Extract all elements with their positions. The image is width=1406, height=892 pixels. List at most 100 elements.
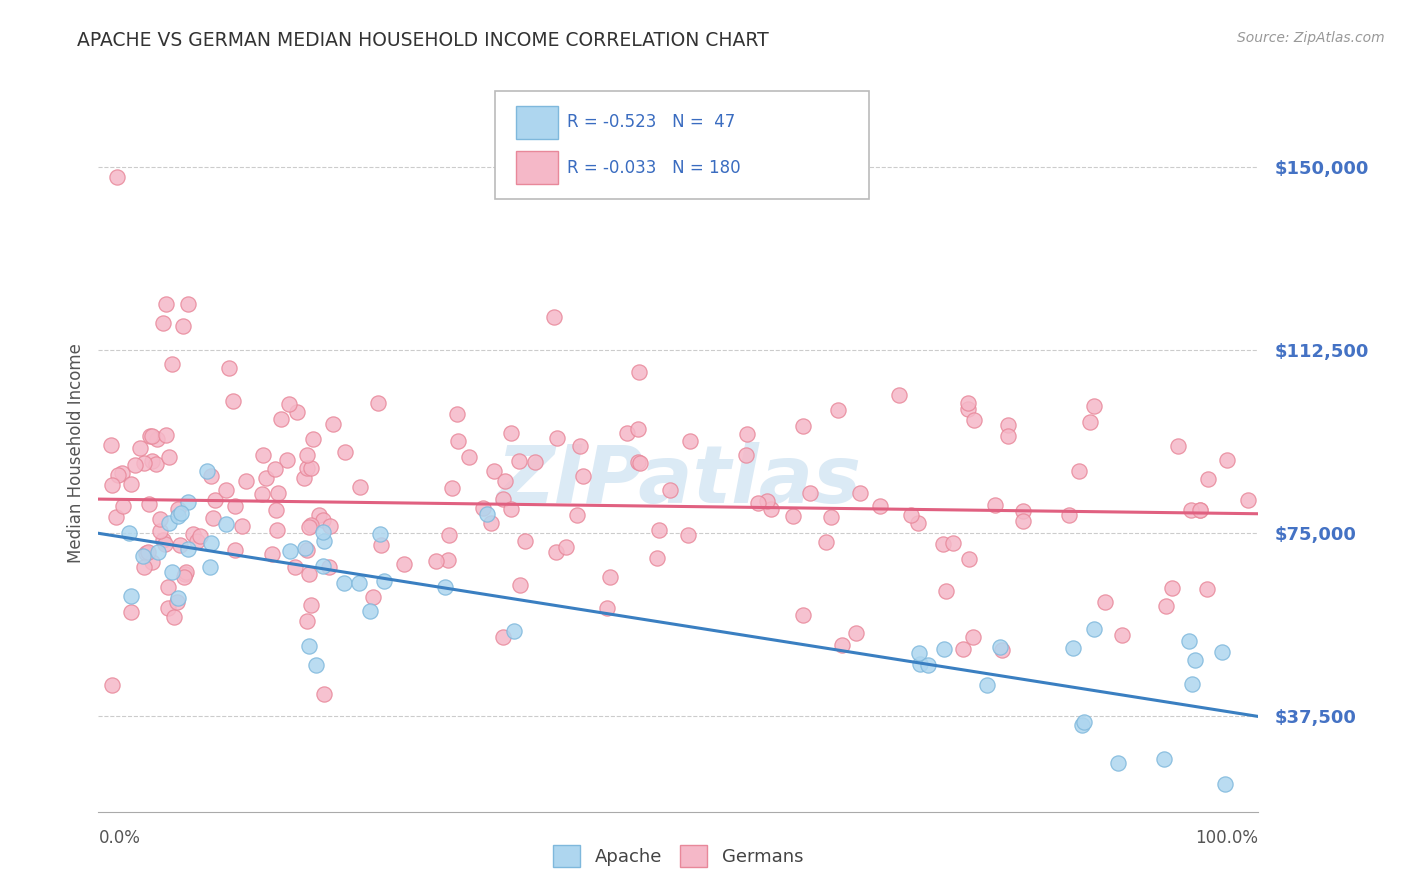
Point	[200, 536, 222, 550]
Point	[298, 520, 321, 534]
Point	[820, 509, 842, 524]
Point	[494, 474, 516, 488]
Point	[155, 428, 177, 442]
Point	[1178, 634, 1201, 648]
Point	[1111, 628, 1133, 642]
Point	[1073, 714, 1095, 729]
Point	[111, 466, 134, 480]
Point	[616, 425, 638, 440]
Point	[543, 310, 565, 325]
Point	[155, 537, 177, 551]
Point	[157, 516, 180, 530]
Point	[499, 501, 522, 516]
Point	[917, 657, 939, 672]
Point	[437, 553, 460, 567]
Point	[984, 498, 1007, 512]
Point	[997, 428, 1019, 442]
Point	[166, 595, 188, 609]
Point	[1197, 582, 1219, 597]
Point	[215, 516, 238, 531]
Point	[215, 483, 238, 498]
Point	[301, 517, 323, 532]
Point	[132, 560, 155, 574]
Point	[170, 506, 193, 520]
Point	[298, 639, 321, 653]
Point	[508, 454, 530, 468]
Point	[157, 450, 180, 464]
Point	[167, 508, 190, 523]
Point	[747, 495, 769, 509]
Point	[482, 464, 505, 478]
Point	[149, 511, 172, 525]
Point	[174, 566, 197, 581]
Point	[1184, 652, 1206, 666]
Point	[1078, 415, 1101, 429]
Point	[254, 471, 277, 485]
Point	[132, 549, 155, 563]
Point	[361, 590, 384, 604]
Point	[831, 638, 853, 652]
Point	[252, 448, 274, 462]
Point	[755, 494, 778, 508]
Point	[479, 516, 502, 530]
Point	[152, 533, 174, 548]
Point	[659, 483, 682, 497]
Point	[167, 502, 190, 516]
Point	[312, 558, 335, 573]
Point	[120, 605, 142, 619]
Point	[235, 474, 257, 488]
Point	[101, 478, 124, 492]
Point	[477, 507, 499, 521]
Point	[1181, 677, 1204, 691]
Point	[132, 456, 155, 470]
Text: APACHE VS GERMAN MEDIAN HOUSEHOLD INCOME CORRELATION CHART: APACHE VS GERMAN MEDIAN HOUSEHOLD INCOME…	[77, 31, 769, 50]
Point	[599, 570, 621, 584]
Point	[628, 365, 651, 379]
Point	[104, 509, 127, 524]
Point	[370, 538, 392, 552]
Y-axis label: Median Household Income: Median Household Income	[66, 343, 84, 563]
Point	[889, 388, 911, 402]
Point	[956, 396, 979, 410]
Text: R = -0.523   N =  47: R = -0.523 N = 47	[567, 113, 735, 131]
Point	[446, 407, 468, 421]
Point	[645, 550, 668, 565]
Point	[1062, 640, 1084, 655]
Point	[167, 591, 190, 606]
Point	[128, 441, 150, 455]
Point	[152, 316, 174, 330]
Point	[1153, 751, 1175, 765]
Point	[1094, 594, 1116, 608]
Point	[571, 468, 593, 483]
Point	[139, 429, 162, 443]
Point	[676, 528, 699, 542]
Point	[141, 555, 163, 569]
Point	[569, 439, 592, 453]
Point	[499, 425, 522, 440]
Point	[294, 541, 316, 555]
Point	[276, 453, 298, 467]
Point	[118, 525, 141, 540]
Point	[991, 643, 1014, 657]
Point	[963, 413, 986, 427]
Point	[177, 541, 200, 556]
Point	[648, 523, 671, 537]
Point	[333, 576, 356, 591]
Point	[735, 448, 758, 462]
Point	[997, 418, 1019, 433]
Point	[1236, 493, 1258, 508]
Point	[157, 601, 180, 615]
Point	[295, 448, 318, 462]
Point	[1161, 581, 1184, 595]
Point	[1188, 503, 1211, 517]
Point	[957, 402, 980, 417]
Point	[120, 589, 142, 603]
Point	[596, 600, 619, 615]
Point	[298, 566, 321, 581]
Legend: Apache, Germans: Apache, Germans	[546, 838, 811, 874]
Point	[434, 580, 457, 594]
Text: Source: ZipAtlas.com: Source: ZipAtlas.com	[1237, 31, 1385, 45]
Point	[1012, 504, 1035, 518]
Point	[305, 657, 328, 672]
Point	[292, 471, 315, 485]
